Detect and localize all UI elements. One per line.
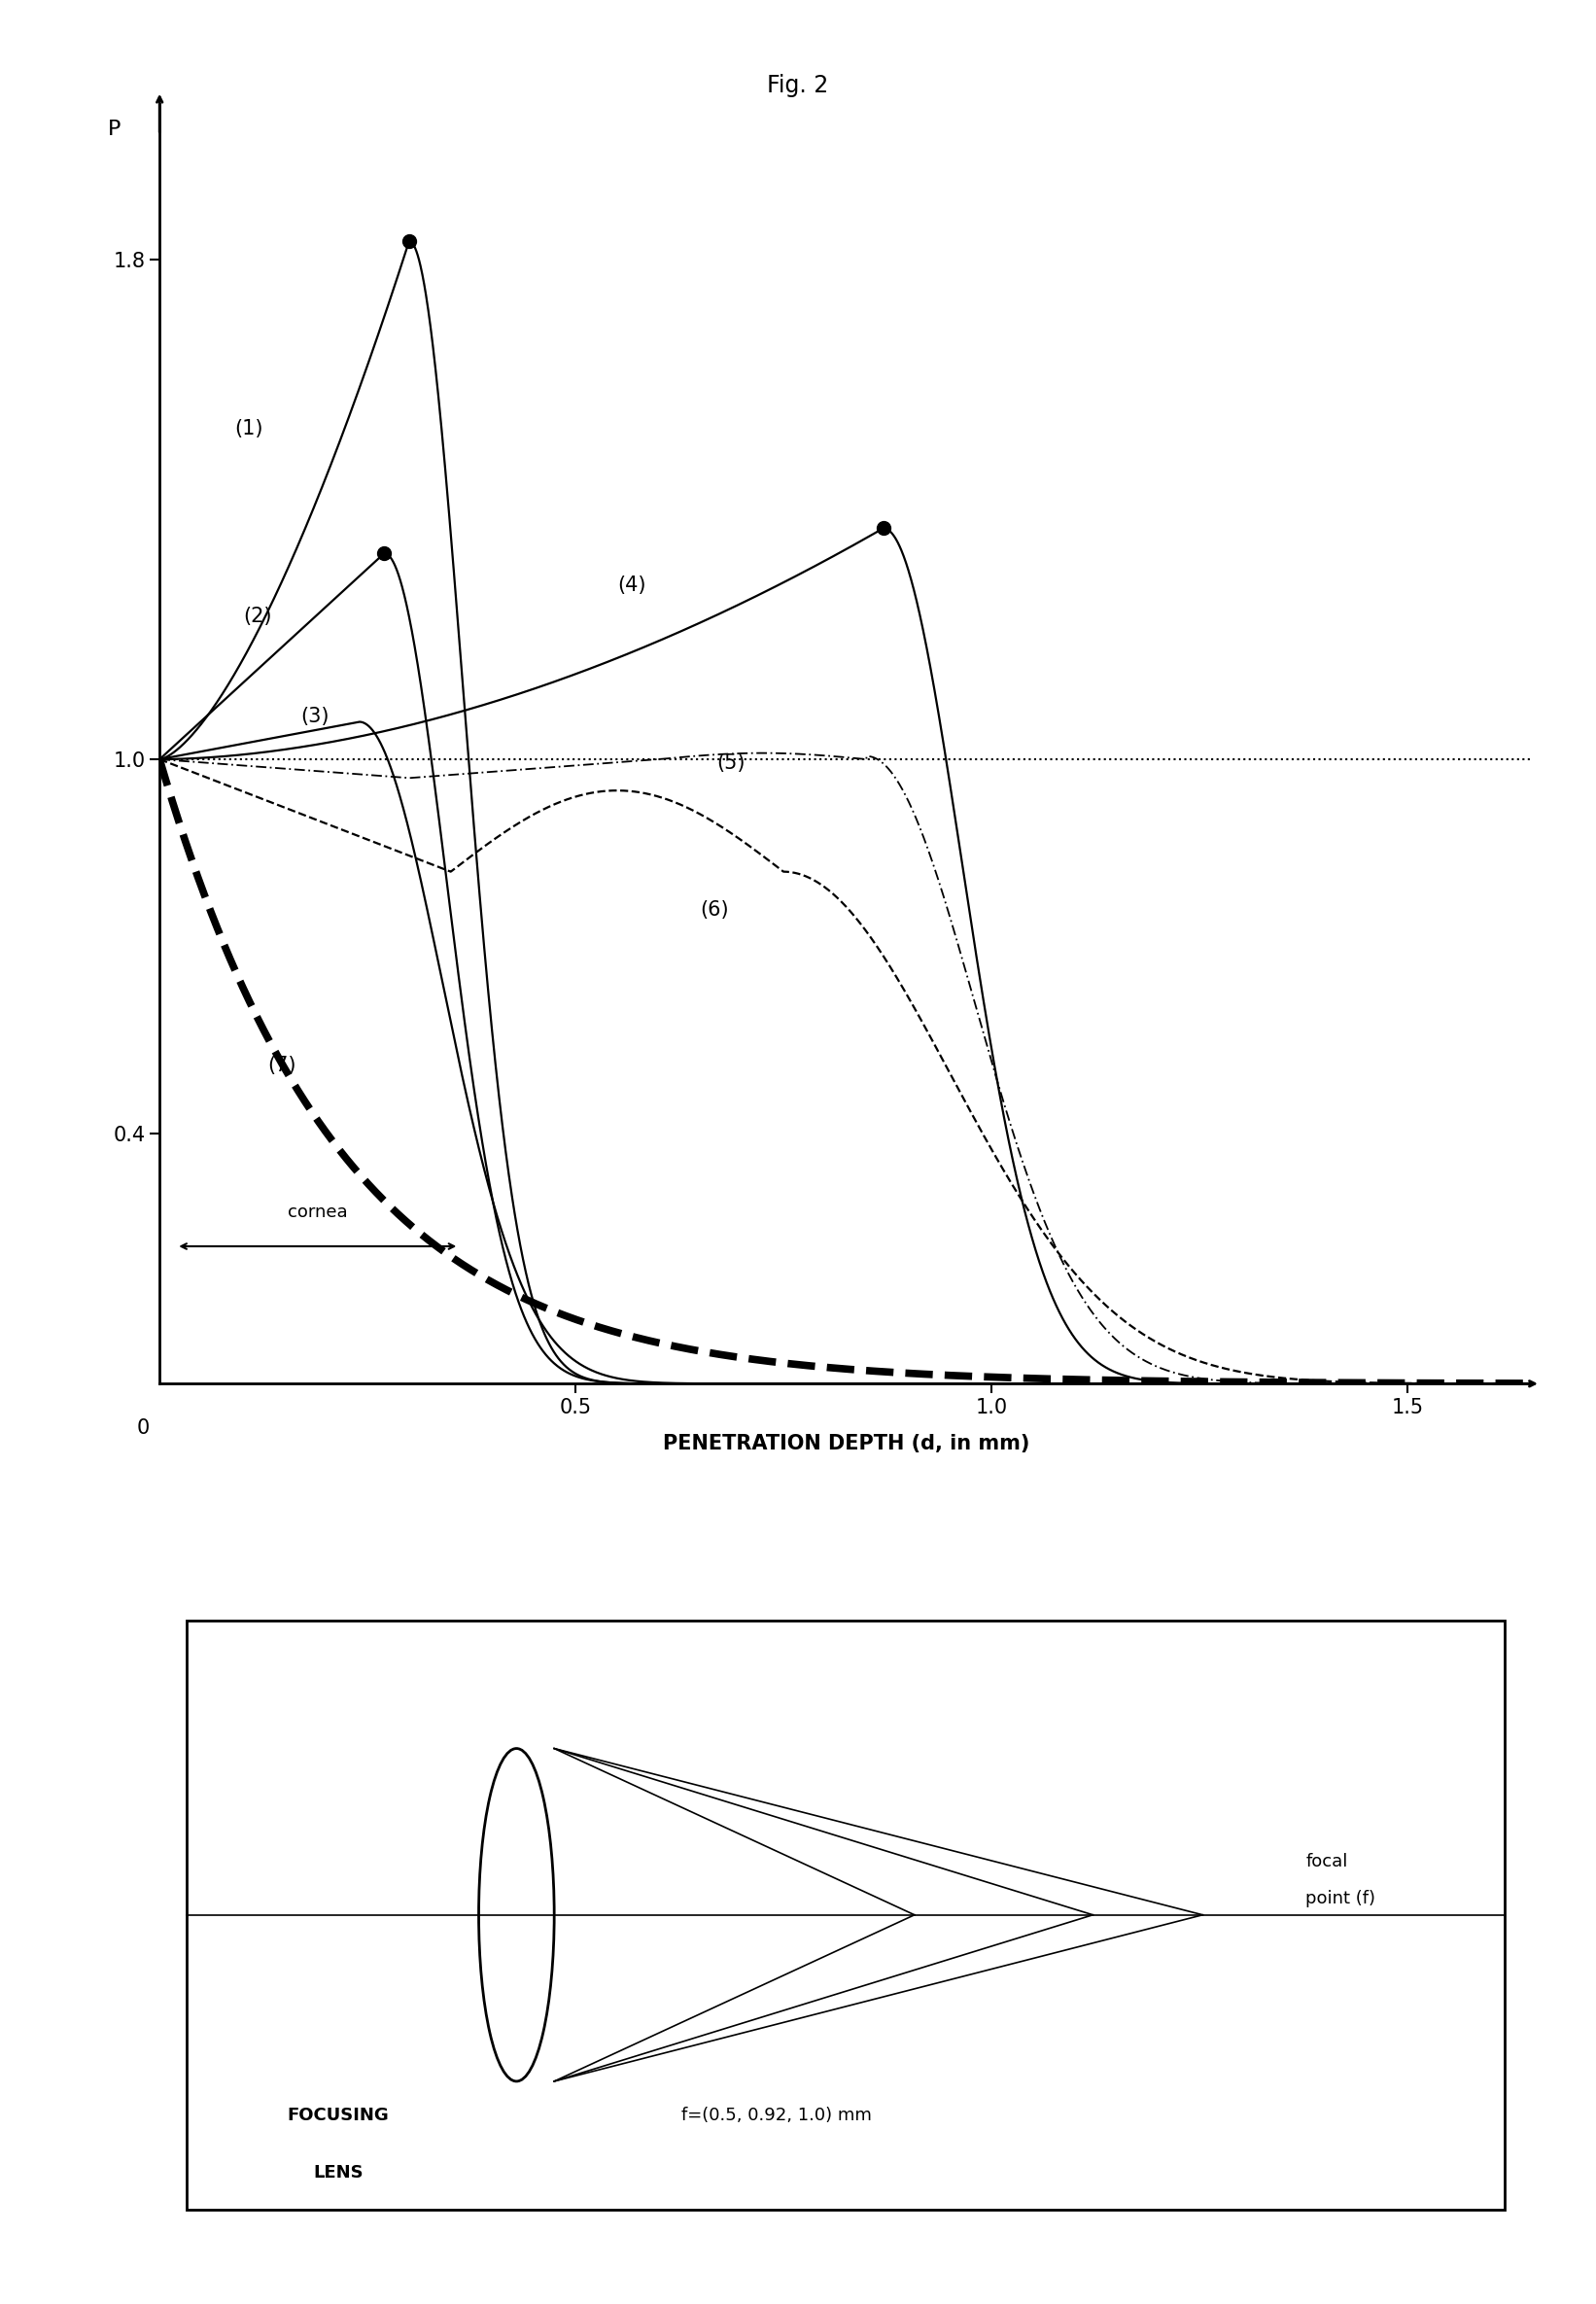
Text: Fig. 2: Fig. 2 [768,74,828,97]
Text: (4): (4) [618,576,646,594]
Text: FOCUSING: FOCUSING [287,2106,389,2124]
Text: P: P [107,120,120,138]
Text: (2): (2) [243,606,271,627]
Text: (1): (1) [235,419,263,438]
Text: 0: 0 [137,1417,150,1438]
Text: point (f): point (f) [1306,1871,1376,1908]
Text: (5): (5) [717,753,745,772]
Text: LENS: LENS [313,2163,364,2182]
Text: (7): (7) [268,1055,297,1076]
Text: (6): (6) [701,901,729,919]
Text: focal: focal [1306,1852,1349,1871]
Text: (3): (3) [302,707,330,726]
Text: cornea: cornea [287,1203,348,1221]
Text: f=(0.5, 0.92, 1.0) mm: f=(0.5, 0.92, 1.0) mm [681,2106,871,2124]
X-axis label: PENETRATION DEPTH (d, in mm): PENETRATION DEPTH (d, in mm) [662,1433,1029,1454]
